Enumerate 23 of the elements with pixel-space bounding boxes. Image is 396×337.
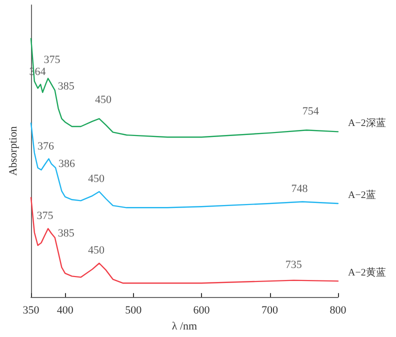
annotation: 450 (88, 173, 105, 186)
annotation: 385 (58, 80, 75, 92)
x-tick-label: 800 (330, 304, 347, 317)
x-tick-label: 400 (56, 304, 74, 317)
annotation: 735 (285, 258, 302, 271)
annotation: 375 (36, 210, 54, 222)
annotation: 385 (58, 228, 75, 240)
annotation: 386 (58, 158, 76, 170)
x-axis-title: λ /nm (172, 320, 198, 332)
series-label: A−2黄蓝 (348, 266, 386, 279)
annotation: 450 (94, 94, 112, 106)
x-tick-label: 500 (125, 304, 142, 317)
annotation: 754 (302, 106, 320, 118)
annotation: 748 (291, 183, 308, 196)
y-axis-title: Absorption (8, 126, 20, 176)
annotation: 450 (88, 244, 105, 257)
x-tick-label: 700 (262, 304, 279, 317)
annotation: 375 (44, 54, 61, 66)
x-tick-label: 350 (22, 304, 40, 317)
x-tick-label: 600 (193, 304, 210, 317)
annotation: 376 (37, 140, 54, 152)
series-label: A−2蓝 (348, 189, 376, 202)
series-label: A−2深蓝 (348, 117, 386, 130)
